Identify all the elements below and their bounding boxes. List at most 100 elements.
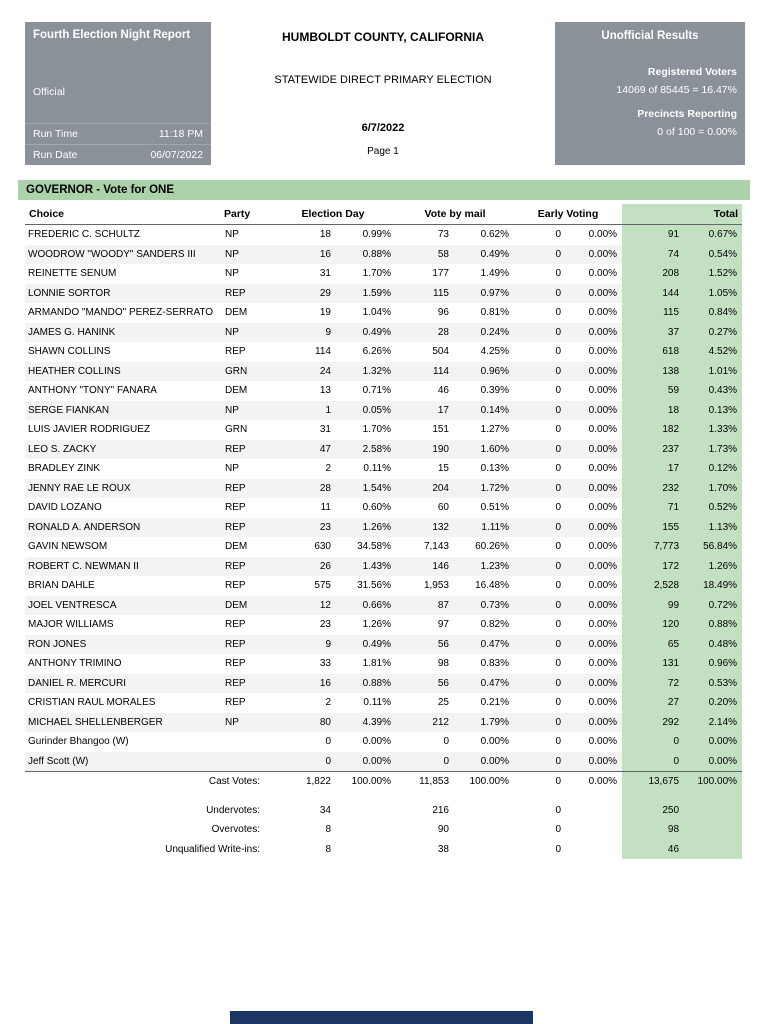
early-voting-votes-cell: 0 [555, 541, 562, 552]
early-voting-votes-cell: 0 [514, 283, 567, 303]
election-day-votes-cell: 9 [270, 322, 336, 342]
choice-cell: REINETTE SENUM [28, 268, 117, 279]
total-votes-cell: 208 [622, 264, 685, 284]
total-pct-cell: 0.20% [684, 693, 743, 713]
vote-by-mail-votes-cell: 56 [396, 673, 454, 693]
run-date-value: 06/07/2022 [150, 149, 203, 161]
total-pct-cell: 1.33% [684, 420, 743, 440]
vote-by-mail-pct-cell: 4.25% [480, 346, 510, 357]
total-pct-cell: 1.73% [684, 439, 743, 459]
total-votes-cell: 71 [622, 498, 685, 518]
total-votes-cell: 17 [622, 459, 685, 479]
total-votes-cell: 7,773 [622, 537, 685, 557]
early-voting-pct-cell: 0.00% [588, 424, 618, 435]
total-votes-cell: 618 [622, 342, 685, 362]
total-votes-cell: 13,675 [622, 771, 685, 792]
candidate-row: MICHAEL SHELLENBERGER NP 80 4.39% 212 1.79% 0 0… [25, 712, 743, 732]
party-cell: REP [220, 517, 270, 537]
total-pct-cell: 0.13% [684, 400, 743, 420]
early-voting-pct-cell: 0.00% [566, 751, 623, 772]
vote-by-mail-votes-cell: 15 [437, 463, 449, 474]
election-day-votes-cell: 2 [325, 697, 331, 708]
party-cell: REP [220, 439, 270, 459]
election-day-votes-cell: 1,822 [305, 776, 331, 787]
vote-by-mail-pct-cell: 0.14% [454, 400, 515, 420]
election-day-pct-cell: 4.39% [336, 712, 396, 732]
vote-by-mail-votes-cell: 216 [432, 804, 449, 816]
early-voting-votes-cell: 0 [555, 424, 562, 435]
early-voting-votes-cell: 0 [514, 400, 567, 420]
party-cell: NP [220, 244, 270, 264]
total-votes-cell: 72 [622, 673, 685, 693]
candidate-row: FREDERIC C. SCHULTZ NP 18 0.99% 73 0.62% 0 0.00… [25, 224, 743, 245]
election-day-votes-cell: 80 [270, 712, 336, 732]
total-pct-cell: 1.26% [684, 556, 743, 576]
choice-cell: BRIAN DAHLE [28, 580, 95, 591]
candidate-row: SHAWN COLLINS REP 114 6.26% 504 4.25% 0 0.00% 61… [25, 342, 743, 362]
footer-bar [230, 1011, 533, 1024]
election-day-pct-cell: 1.26% [336, 517, 396, 537]
total-pct-cell: 18.49% [684, 576, 743, 596]
early-voting-pct-cell: 0.00% [566, 322, 623, 342]
choice-cell: GAVIN NEWSOM [28, 541, 108, 552]
vote-by-mail-pct-cell: 0.24% [454, 322, 515, 342]
total-votes-cell: 131 [622, 654, 685, 674]
early-voting-pct-cell [566, 820, 622, 840]
party-cell: GRN [220, 361, 270, 381]
vote-by-mail-pct-cell [454, 840, 514, 860]
total-pct-cell [684, 839, 743, 859]
vote-by-mail-pct-cell: 1.23% [454, 556, 515, 576]
summary-rows: Cast Votes: 1,822 100.00% 11,853 100.00% 0 0.0… [25, 771, 743, 860]
election-day-votes-cell: 16 [270, 673, 336, 693]
vote-by-mail-votes-cell: 58 [396, 244, 454, 264]
total-votes-cell: 65 [622, 634, 685, 654]
early-voting-votes-cell: 0 [555, 658, 562, 669]
election-day-votes-cell: 8 [325, 824, 331, 835]
vote-by-mail-votes-cell: 98 [437, 658, 449, 669]
total-pct-cell: 0.12% [684, 459, 743, 479]
election-day-votes-cell: 28 [270, 478, 336, 498]
party-cell [220, 751, 270, 772]
choice-cell: ANTHONY "TONY" FANARA [28, 385, 157, 396]
vote-by-mail-pct-cell: 1.49% [480, 268, 510, 279]
vote-by-mail-pct-cell: 0.47% [454, 673, 515, 693]
election-day-votes-cell: 575 [314, 580, 331, 591]
election-day-pct-cell [336, 801, 396, 821]
election-day-column-header: Election Day [270, 204, 396, 225]
choice-cell: Jeff Scott (W) [25, 751, 220, 772]
election-day-pct-cell: 0.66% [336, 595, 396, 615]
vote-by-mail-column-header: Vote by mail [396, 204, 515, 225]
choice-cell: ARMANDO "MANDO" PEREZ-SERRATO [28, 307, 214, 318]
candidate-row: JENNY RAE LE ROUX REP 28 1.54% 204 1.72% 0 0.00… [25, 478, 743, 498]
early-voting-pct-cell: 0.00% [588, 697, 618, 708]
spacer-total-cell [622, 791, 743, 801]
report-status: Official [33, 86, 65, 98]
election-day-votes-cell: 23 [270, 517, 336, 537]
election-day-pct-cell: 1.59% [336, 283, 396, 303]
vote-by-mail-votes-cell: 17 [396, 400, 454, 420]
candidate-row: ARMANDO "MANDO" PEREZ-SERRATO DEM 19 1.04% 9… [25, 303, 743, 323]
vote-by-mail-pct-cell: 0.39% [480, 385, 510, 396]
candidate-row: JAMES G. HANINK NP 9 0.49% 28 0.24% 0 0.00% 37 0.… [25, 322, 743, 342]
early-voting-pct-cell: 0.00% [566, 634, 623, 654]
vote-by-mail-pct-cell: 1.79% [454, 712, 515, 732]
election-day-pct-cell: 0.11% [363, 463, 391, 474]
candidate-row: RON JONES REP 9 0.49% 56 0.47% 0 0.00% 65 0.48% [25, 634, 743, 654]
early-voting-votes-cell: 0 [514, 322, 567, 342]
early-voting-votes-cell: 0 [555, 502, 562, 513]
vote-by-mail-votes-cell: 97 [437, 619, 449, 630]
vote-by-mail-pct-cell: 0.47% [454, 634, 515, 654]
vote-by-mail-votes-cell: 87 [396, 595, 454, 615]
early-voting-pct-cell: 0.00% [588, 463, 618, 474]
vote-by-mail-pct-cell: 1.27% [480, 424, 510, 435]
total-pct-cell: 0.96% [684, 654, 743, 674]
run-info: Run Time 11:18 PM Run Date 06/07/2022 [25, 123, 211, 165]
total-pct-cell: 0.27% [684, 322, 743, 342]
election-day-pct-cell: 1.43% [336, 556, 396, 576]
total-votes-cell: 292 [622, 712, 685, 732]
total-votes-cell: 144 [622, 283, 685, 303]
vote-by-mail-votes-cell: 7,143 [423, 541, 449, 552]
election-day-pct-cell: 2.58% [336, 439, 396, 459]
spacer-cell [25, 792, 622, 801]
summary-row: Cast Votes: 1,822 100.00% 11,853 100.00% 0 0.0… [25, 771, 743, 792]
